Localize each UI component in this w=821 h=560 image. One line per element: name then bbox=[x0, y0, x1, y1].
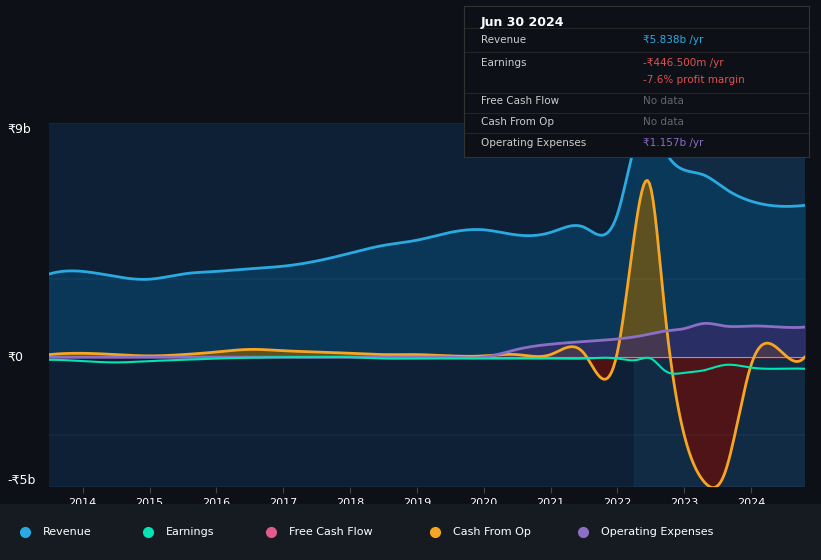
Bar bbox=[634, 123, 821, 487]
Text: ₹1.157b /yr: ₹1.157b /yr bbox=[643, 138, 704, 148]
Text: Jun 30 2024: Jun 30 2024 bbox=[481, 16, 565, 29]
Text: Cash From Op: Cash From Op bbox=[453, 527, 531, 537]
Text: Cash From Op: Cash From Op bbox=[481, 117, 554, 127]
Text: ₹0: ₹0 bbox=[7, 351, 24, 363]
Text: Free Cash Flow: Free Cash Flow bbox=[289, 527, 373, 537]
Text: Earnings: Earnings bbox=[166, 527, 214, 537]
Text: -7.6% profit margin: -7.6% profit margin bbox=[643, 74, 745, 85]
Text: Operating Expenses: Operating Expenses bbox=[481, 138, 586, 148]
Text: ₹5.838b /yr: ₹5.838b /yr bbox=[643, 35, 704, 45]
Text: No data: No data bbox=[643, 117, 684, 127]
Text: -₹5b: -₹5b bbox=[7, 474, 36, 487]
Text: Earnings: Earnings bbox=[481, 58, 526, 68]
Text: Revenue: Revenue bbox=[43, 527, 91, 537]
Text: Operating Expenses: Operating Expenses bbox=[601, 527, 713, 537]
Text: Free Cash Flow: Free Cash Flow bbox=[481, 96, 559, 106]
Text: Revenue: Revenue bbox=[481, 35, 526, 45]
Text: -₹446.500m /yr: -₹446.500m /yr bbox=[643, 58, 724, 68]
Text: No data: No data bbox=[643, 96, 684, 106]
Text: ₹9b: ₹9b bbox=[7, 123, 31, 136]
